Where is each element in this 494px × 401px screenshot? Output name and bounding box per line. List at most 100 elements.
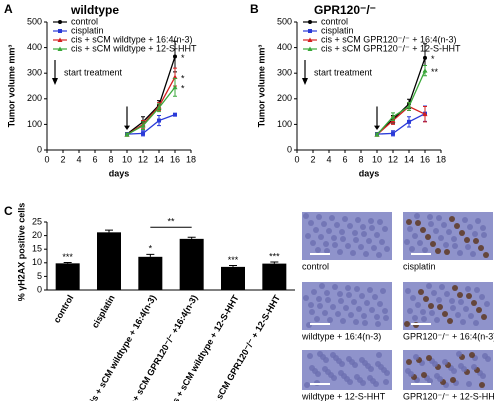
cell	[379, 239, 385, 245]
x-tick-label: 6	[92, 154, 97, 164]
bracket-label: **	[167, 217, 175, 227]
bar	[179, 238, 204, 290]
y-tick-label: 100	[27, 119, 42, 129]
x-tick-label: 14	[154, 154, 164, 164]
series-line	[126, 86, 176, 136]
cell	[325, 297, 331, 303]
cell	[360, 224, 366, 230]
cell	[338, 298, 344, 304]
x-tick-label: 12	[388, 154, 398, 164]
cell	[380, 288, 386, 294]
cell	[308, 220, 314, 226]
panel-label: B	[250, 2, 259, 16]
cell	[415, 220, 421, 226]
cell	[374, 232, 380, 238]
cell	[409, 246, 415, 252]
error-bar	[63, 262, 72, 264]
value-label: *	[149, 244, 153, 254]
cell	[310, 240, 316, 246]
y-tick-label: 20	[32, 230, 42, 240]
legend-label: cis + sCM wildtype + 16:4(n-3)	[71, 34, 193, 44]
marker	[140, 123, 146, 128]
micrograph	[302, 212, 392, 260]
chart-title: GPR120⁻/⁻	[314, 3, 376, 17]
x-tick-label: 4	[326, 154, 331, 164]
cell	[362, 320, 368, 326]
cell	[332, 284, 338, 290]
cell	[463, 306, 469, 312]
cell	[425, 234, 431, 240]
cell	[382, 226, 388, 232]
cell	[466, 381, 472, 387]
marker	[391, 131, 395, 136]
significance-label: *	[431, 54, 435, 64]
cell	[423, 296, 429, 302]
cell	[359, 357, 365, 363]
error-bar	[229, 265, 237, 267]
cell	[437, 304, 443, 310]
cell	[407, 226, 413, 232]
cell	[317, 351, 323, 357]
x-tick-label: 2	[60, 154, 65, 164]
cell	[431, 290, 437, 296]
y-tick-label: 0	[37, 144, 42, 154]
cell	[412, 315, 418, 321]
marker	[172, 84, 178, 90]
cell	[412, 233, 418, 239]
marker	[307, 37, 313, 42]
significance-label: *	[181, 73, 185, 83]
cell	[330, 352, 336, 358]
marker	[422, 111, 428, 117]
cell	[382, 308, 388, 314]
bar	[221, 266, 245, 290]
cell	[346, 292, 352, 298]
x-tick-label: 8	[108, 154, 113, 164]
marker	[390, 114, 396, 119]
cell	[405, 368, 411, 374]
y-tick-label: 200	[27, 93, 42, 103]
cell	[369, 225, 375, 231]
cell	[471, 364, 477, 370]
cell	[356, 306, 362, 312]
cell	[337, 249, 343, 255]
cell	[376, 252, 382, 258]
y-axis-label: Tumor volume mm³	[256, 45, 266, 128]
legend-label: cisplatin	[71, 25, 104, 35]
cell	[481, 232, 487, 238]
cell	[428, 303, 434, 309]
cell	[345, 243, 351, 249]
cell	[339, 229, 345, 235]
marker	[308, 29, 312, 33]
cell	[337, 291, 343, 297]
arrow-head	[52, 78, 58, 85]
cell	[415, 302, 421, 308]
x-tick-label: 2	[310, 154, 315, 164]
x-tick-label: 16	[420, 154, 430, 164]
series-line	[126, 76, 176, 136]
x-tick-label: 0	[294, 154, 299, 164]
cell	[446, 229, 452, 235]
cell	[450, 377, 456, 383]
y-tick-label: 400	[27, 42, 42, 52]
legend-label: cis + sCM wildtype + 12-S-HHT	[71, 43, 197, 53]
legend-label: cis + sCM GPR120⁻/⁻ + 16:4(n-3)	[321, 34, 457, 44]
cell	[458, 363, 464, 369]
cell	[331, 235, 337, 241]
cell	[366, 238, 372, 244]
panel-label: C	[4, 204, 13, 218]
y-tick-label: 10	[32, 257, 42, 267]
cell	[449, 216, 455, 222]
significance-label: **	[431, 67, 439, 77]
cell	[484, 301, 490, 307]
cell	[322, 310, 328, 316]
cell	[474, 287, 480, 293]
bar	[55, 263, 80, 290]
micrograph	[403, 282, 493, 330]
cell	[361, 231, 367, 237]
x-tick-label: 4	[76, 154, 81, 164]
value-label: ***	[228, 255, 239, 265]
cell	[464, 237, 470, 243]
cell	[309, 309, 315, 315]
cell	[435, 248, 441, 254]
legend-label: control	[71, 16, 98, 26]
